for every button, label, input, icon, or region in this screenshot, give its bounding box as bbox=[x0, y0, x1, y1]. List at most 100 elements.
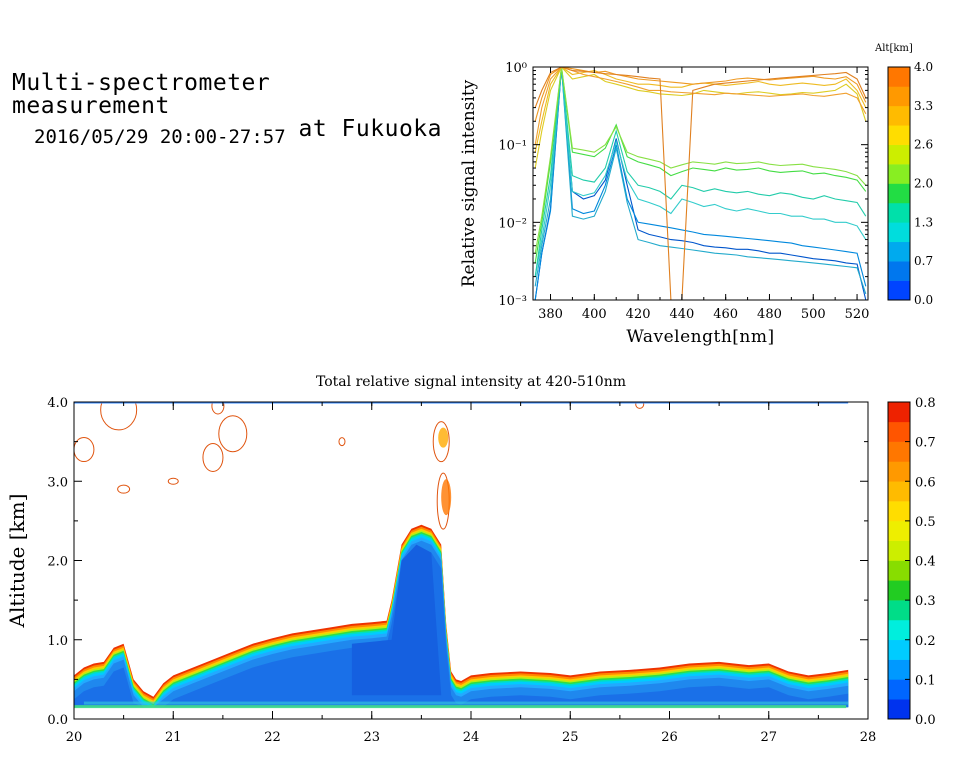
heatmap-colorbar-tick: 0.0 bbox=[915, 713, 936, 728]
heatmap-colorbar-tick: 0.4 bbox=[915, 555, 936, 570]
spectrum-colorbar-tick: 0.7 bbox=[914, 254, 933, 268]
spectrum-colorbar-frame bbox=[887, 66, 911, 301]
spectrum-series-4 bbox=[534, 67, 867, 277]
heatmap-colorbar-cell bbox=[888, 600, 910, 621]
spectrum-colorbar-cell bbox=[888, 261, 910, 281]
heatmap-contour-1 bbox=[74, 437, 95, 463]
heatmap-contour-9 bbox=[211, 402, 225, 415]
heatmap-colorbar-cell bbox=[888, 441, 910, 462]
heatmap-surface-streak bbox=[83, 701, 849, 705]
heatmap-ytick-label: 2.0 bbox=[47, 555, 68, 570]
heatmap-ylabel: Altitude [km] bbox=[5, 494, 29, 629]
heatmap-contour-8 bbox=[338, 437, 346, 447]
spectrum-xtick-label: 520 bbox=[845, 307, 870, 322]
spectrum-colorbar-cell bbox=[888, 202, 910, 223]
heatmap-contour-0 bbox=[100, 402, 138, 431]
spectrum-series-3 bbox=[534, 67, 867, 277]
heatmap-colorbar-cell bbox=[888, 619, 910, 641]
heatmap-colorbar-tick: 0.7 bbox=[915, 436, 936, 451]
spectrum-series-1 bbox=[534, 67, 867, 300]
heatmap-colorbar-cell bbox=[888, 520, 910, 541]
heatmap-colorbar-cell bbox=[888, 580, 910, 601]
spectrum-xtick-label: 460 bbox=[713, 307, 738, 322]
heatmap-xtick-label: 21 bbox=[165, 730, 182, 745]
heatmap-contour-5 bbox=[167, 477, 179, 485]
spectrum-series-2 bbox=[534, 67, 867, 295]
spectrum-xlabel: Wavelength[nm] bbox=[626, 327, 774, 347]
heatmap-plume bbox=[441, 479, 452, 516]
heatmap-contour-2 bbox=[202, 442, 224, 472]
spectrum-colorbar-cell bbox=[888, 241, 910, 262]
heatmap-contour-4 bbox=[117, 484, 131, 494]
heatmap-colorbar-cell bbox=[888, 540, 910, 561]
title-line2: at Fukuoka bbox=[298, 116, 442, 142]
heatmap-layer-9 bbox=[74, 548, 849, 708]
spectrum-xtick-label: 400 bbox=[582, 307, 607, 322]
spectrum-plot-frame bbox=[532, 66, 869, 301]
spectrum-colorbar-cell bbox=[888, 86, 910, 107]
heatmap-colorbar-cell bbox=[888, 699, 910, 720]
spectrum-series-0 bbox=[534, 67, 867, 300]
heatmap-xtick-label: 25 bbox=[562, 730, 579, 745]
spectrum-series-11 bbox=[534, 67, 867, 300]
spectrum-series-7 bbox=[534, 67, 867, 169]
heatmap-colorbar-tick: 0.8 bbox=[915, 396, 936, 411]
spectrum-ytick-label: 10⁻³ bbox=[498, 294, 527, 309]
spectrum-xtick-label: 440 bbox=[669, 307, 694, 322]
spectrum-ylabel: Relative signal intensity bbox=[459, 79, 479, 287]
spectrum-series-group bbox=[534, 67, 867, 300]
heatmap-chart: 20 21 22 23 24 25 26 27 28 0.0 1.0 2.0 3.0 4.0 Total r… bbox=[5, 374, 936, 745]
heatmap-core bbox=[351, 544, 442, 696]
spectrum-colorbar-tick: 1.3 bbox=[914, 215, 933, 229]
spectrum-xtick-label: 420 bbox=[626, 307, 651, 322]
spectrum-series-5 bbox=[534, 67, 867, 263]
heatmap-ytick-label: 1.0 bbox=[47, 634, 68, 649]
heatmap-colorbar-cell bbox=[888, 461, 910, 482]
spectrum-colorbar-cell bbox=[888, 164, 910, 184]
heatmap-colorbar-cell bbox=[888, 560, 910, 581]
spectrum-colorbar-cell bbox=[888, 105, 910, 126]
heatmap-xtick-label: 26 bbox=[661, 730, 678, 745]
heatmap-colorbar-tick: 0.2 bbox=[915, 634, 936, 649]
heatmap-ytick-label: 0.0 bbox=[47, 713, 68, 728]
heatmap-field bbox=[74, 402, 849, 709]
spectrum-colorbar-tick: 2.6 bbox=[914, 138, 933, 152]
spectrum-series-8 bbox=[534, 67, 867, 153]
heatmap-colorbar-cell bbox=[888, 679, 910, 700]
date-range: 2016/05/29 20:00-27:57 bbox=[34, 126, 286, 148]
spectrum-colorbar-tick: 4.0 bbox=[914, 60, 933, 74]
spectrum-ytick-label: 10⁻¹ bbox=[498, 139, 527, 154]
heatmap-contour-10 bbox=[635, 402, 645, 409]
heatmap-xtick-label: 27 bbox=[760, 730, 777, 745]
spectrum-series-9 bbox=[534, 67, 867, 145]
spectrum-colorbar-cell bbox=[888, 222, 910, 243]
spectrum-colorbar-cell bbox=[888, 125, 910, 145]
heatmap-colorbar-cell bbox=[888, 481, 910, 502]
spectrum-chart: 380 400 420 440 460 480 500 520 10⁻³ 10⁻² 10⁻¹ 10⁰ W… bbox=[459, 43, 933, 347]
spectrum-colorbar-label: Alt[km] bbox=[874, 43, 913, 54]
spectrum-xtick-label: 380 bbox=[538, 307, 563, 322]
heatmap-contour-3 bbox=[218, 415, 248, 453]
spectrum-colorbar-tick: 0.0 bbox=[914, 293, 933, 307]
spectrum-colorbar-cell bbox=[888, 144, 910, 165]
spectrum-colorbar-cell bbox=[888, 67, 910, 87]
heatmap-bottom-edge bbox=[74, 705, 847, 709]
heatmap-xtick-label: 22 bbox=[264, 730, 281, 745]
spectrum-ytick-label: 10⁰ bbox=[505, 61, 527, 76]
spectrum-ytick-label: 10⁻² bbox=[498, 216, 527, 231]
spectrum-series-10 bbox=[534, 67, 867, 122]
heatmap-xtick-label: 23 bbox=[363, 730, 380, 745]
spectrum-colorbar-tick: 2.0 bbox=[914, 177, 933, 191]
heatmap-colorbar-cell bbox=[888, 402, 910, 423]
chart-header: Multi-spectrometer measurement at Fukuok… bbox=[12, 72, 442, 141]
heatmap-title: Total relative signal intensity at 420-5… bbox=[316, 374, 626, 390]
heatmap-xtick-label: 24 bbox=[463, 730, 480, 745]
heatmap-colorbar-tick: 0.6 bbox=[915, 475, 936, 490]
heatmap-contour-6 bbox=[432, 421, 450, 463]
heatmap-colorbar-tick: 0.5 bbox=[915, 515, 936, 530]
heatmap-colorbar-cell bbox=[888, 639, 910, 660]
heatmap-xtick-label: 20 bbox=[66, 730, 83, 745]
heatmap-colorbar-tick: 0.1 bbox=[915, 673, 936, 688]
heatmap-colorbar-cell bbox=[888, 501, 910, 522]
